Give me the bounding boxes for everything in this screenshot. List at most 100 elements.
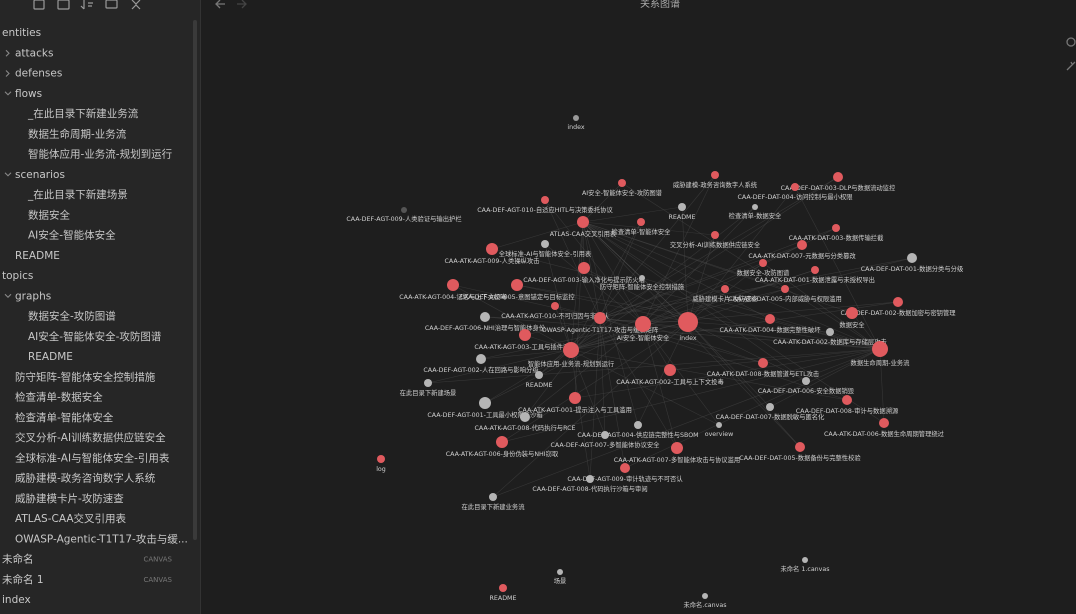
file-item[interactable]: OWASP-Agentic-T1T17-攻击与缓...: [15, 532, 188, 545]
graph-node[interactable]: [551, 302, 559, 310]
graph-node[interactable]: [637, 218, 645, 226]
graph-node[interactable]: [557, 569, 563, 575]
folder-chevron[interactable]: [4, 172, 12, 177]
graph-node[interactable]: [802, 377, 810, 385]
new-folder-button[interactable]: [57, 0, 70, 10]
animate-button[interactable]: [1066, 61, 1076, 71]
graph-node[interactable]: [499, 584, 507, 592]
graph-node[interactable]: [601, 431, 609, 439]
file-item[interactable]: 未命名 1: [2, 573, 44, 586]
graph-node[interactable]: [711, 231, 719, 239]
folder-item[interactable]: attacks: [15, 47, 53, 59]
graph-node[interactable]: [520, 412, 530, 422]
graph-node[interactable]: [678, 203, 686, 211]
folder-item[interactable]: defenses: [15, 68, 62, 80]
new-note-button[interactable]: [33, 0, 45, 10]
graph-node[interactable]: [635, 316, 651, 332]
folder-item[interactable]: graphs: [15, 290, 51, 302]
sort-button[interactable]: [80, 0, 93, 10]
graph-node[interactable]: [578, 262, 590, 274]
graph-node[interactable]: [791, 183, 799, 191]
file-item[interactable]: 未命名: [2, 553, 34, 566]
graph-node[interactable]: [594, 312, 606, 324]
folder-item[interactable]: flows: [15, 88, 42, 100]
file-item[interactable]: 数据安全-攻防图谱: [28, 310, 116, 323]
file-item[interactable]: README: [28, 351, 73, 363]
graph-node[interactable]: [702, 593, 708, 599]
graph-node[interactable]: [671, 442, 683, 454]
graph-node[interactable]: [519, 329, 531, 341]
graph-node[interactable]: [893, 297, 903, 307]
file-item[interactable]: 交叉分析-AI训练数据供应链安全: [15, 431, 166, 444]
folder-item[interactable]: scenarios: [15, 169, 65, 181]
graph-node[interactable]: [620, 463, 630, 473]
graph-node[interactable]: [541, 196, 549, 204]
graph-node[interactable]: [765, 314, 775, 324]
graph-node[interactable]: [833, 172, 843, 182]
graph-node[interactable]: [401, 207, 407, 213]
folder-chevron[interactable]: [5, 49, 10, 57]
file-item[interactable]: 检查清单-数据安全: [15, 391, 103, 404]
file-item[interactable]: 威胁建模卡片-攻防速查: [15, 492, 124, 505]
graph-node[interactable]: [476, 354, 486, 364]
file-item[interactable]: topics: [2, 270, 33, 282]
graph-node[interactable]: [634, 421, 642, 429]
graph-node[interactable]: [716, 422, 722, 428]
file-item[interactable]: 数据生命周期-业务流: [28, 127, 127, 140]
graph-node[interactable]: [811, 266, 819, 274]
graph-node[interactable]: [842, 395, 852, 405]
graph-node[interactable]: [721, 285, 729, 293]
file-item[interactable]: _在此目录下新建场景: [27, 188, 128, 201]
file-item[interactable]: 检查清单-智能体安全: [15, 411, 114, 424]
graph-node[interactable]: [480, 312, 490, 322]
graph-node[interactable]: [758, 358, 768, 368]
graph-node[interactable]: [511, 279, 523, 291]
expand-button[interactable]: [131, 0, 141, 10]
graph-node[interactable]: [486, 243, 498, 255]
graph-node[interactable]: [618, 179, 626, 187]
graph-node[interactable]: [797, 240, 807, 250]
graph-node[interactable]: [795, 442, 805, 452]
graph-node[interactable]: [569, 392, 581, 404]
file-item[interactable]: ATLAS-CAA交叉引用表: [15, 512, 126, 525]
graph-node[interactable]: [678, 312, 698, 332]
folder-chevron[interactable]: [5, 70, 10, 77]
file-item[interactable]: README: [15, 250, 60, 262]
graph-node[interactable]: [447, 279, 459, 291]
graph-node[interactable]: [832, 224, 840, 232]
graph-node[interactable]: [639, 275, 645, 281]
graph-node[interactable]: [826, 328, 834, 336]
graph-node[interactable]: [907, 253, 917, 263]
graph-node[interactable]: [664, 364, 676, 376]
file-item[interactable]: AI安全-智能体安全: [28, 229, 116, 242]
file-item[interactable]: AI安全-智能体安全-攻防图谱: [28, 330, 162, 343]
folder-chevron[interactable]: [4, 91, 12, 96]
collapse-button[interactable]: [105, 0, 118, 9]
file-item[interactable]: _在此目录下新建业务流: [27, 107, 139, 120]
graph-node[interactable]: [563, 342, 579, 358]
file-item[interactable]: 威胁建模-政务咨询数字人系统: [15, 472, 156, 485]
back-button[interactable]: [215, 0, 225, 9]
graph-node[interactable]: [489, 493, 497, 501]
graph-node[interactable]: [846, 307, 858, 319]
graph-node[interactable]: [496, 436, 508, 448]
graph-node[interactable]: [535, 371, 543, 379]
forward-button[interactable]: [237, 0, 247, 9]
graph-node[interactable]: [711, 171, 719, 179]
graph-node[interactable]: [577, 216, 589, 228]
file-item[interactable]: 全球标准-AI与智能体安全-引用表: [15, 451, 170, 464]
folder-chevron[interactable]: [4, 293, 12, 299]
graph-node[interactable]: [586, 475, 594, 483]
graph-node[interactable]: [872, 341, 888, 357]
graph-node[interactable]: [479, 397, 491, 409]
file-item[interactable]: 数据安全: [28, 208, 70, 221]
graph-settings-button[interactable]: [1066, 37, 1076, 47]
file-item[interactable]: 防守矩阵-智能体安全控制措施: [15, 370, 156, 383]
graph-node[interactable]: [752, 204, 758, 210]
graph-node[interactable]: [424, 379, 432, 387]
graph-node[interactable]: [802, 557, 808, 563]
graph-node[interactable]: [573, 115, 579, 121]
graph-node[interactable]: [879, 418, 889, 428]
file-item[interactable]: index: [2, 594, 31, 606]
graph-node[interactable]: [766, 403, 774, 411]
